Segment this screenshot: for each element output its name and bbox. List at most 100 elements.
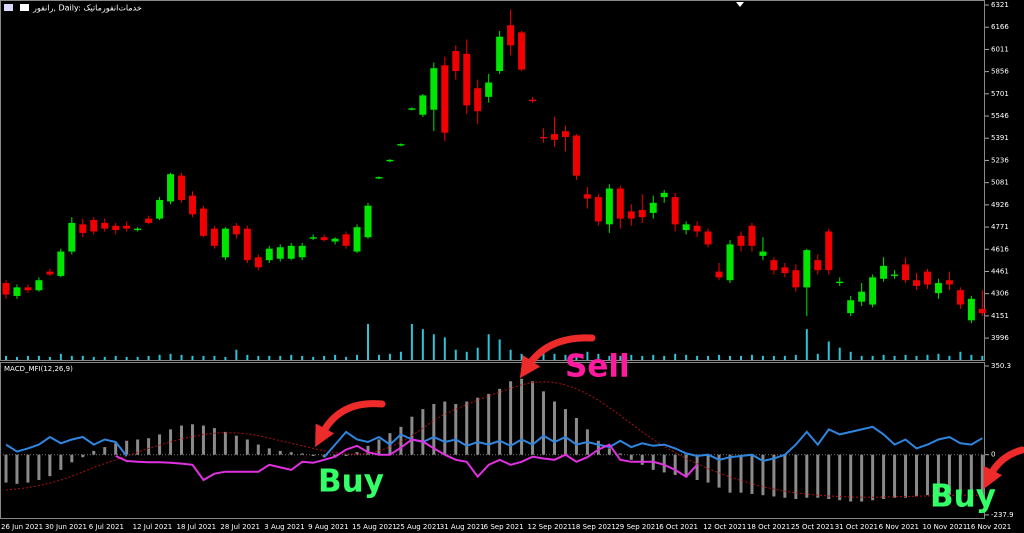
volume-bar (904, 354, 907, 360)
volume-bar (377, 354, 380, 360)
candle-body (353, 227, 361, 252)
y-tick-label: 5391 (991, 134, 1009, 142)
candle-body (726, 244, 734, 281)
y-tick-label: 5081 (991, 179, 1009, 187)
x-tick-label: 6 Jul 2021 (89, 523, 124, 531)
indicator-line (5, 425, 983, 463)
candle-body (485, 82, 493, 97)
histogram-bar (223, 431, 227, 455)
volume-bar (367, 324, 370, 360)
annotation: Sell (565, 349, 630, 385)
histogram-bar (59, 454, 63, 470)
candle-body (540, 136, 548, 139)
volume-bar (59, 353, 62, 360)
histogram-bar (454, 404, 458, 455)
candle-body (178, 175, 186, 200)
volume-bar (5, 355, 7, 360)
histogram-bar (783, 454, 787, 498)
volume-bar (268, 355, 271, 360)
histogram-bar (882, 454, 886, 500)
volume-bar (301, 355, 304, 360)
volume-bar (641, 355, 644, 360)
candle-body (35, 280, 43, 291)
histogram-bar (103, 447, 107, 455)
histogram-bar (432, 404, 436, 455)
volume-bar (70, 355, 73, 360)
histogram-bar (300, 453, 304, 455)
candle-body (232, 225, 240, 235)
candle-body (68, 222, 76, 252)
y-tick-label: 6166 (991, 23, 1009, 31)
histogram-bar (542, 391, 546, 455)
histogram-bar (399, 426, 403, 455)
arrow (519, 334, 596, 379)
x-tick-label: 18 Oct 2021 (747, 523, 790, 531)
candle-body (880, 265, 888, 279)
candle-body (221, 228, 229, 258)
histogram-bar (487, 393, 491, 455)
candle-body (891, 274, 899, 276)
candle-body (79, 224, 87, 233)
candle-body (770, 260, 778, 271)
volume-bar (718, 354, 721, 360)
volume-bar (345, 356, 348, 360)
volume-bar (597, 353, 600, 360)
volume-bar (290, 354, 293, 360)
volume-bar (48, 356, 51, 360)
histogram-bar (81, 454, 85, 458)
candle-body (814, 260, 822, 271)
histogram-bar (180, 425, 184, 455)
candle-body (693, 225, 701, 232)
candle-body (199, 208, 207, 236)
candle-body (210, 228, 218, 246)
y-tick-label: 4151 (991, 312, 1009, 320)
histogram-bar (596, 440, 600, 455)
volume-bar (410, 324, 413, 360)
histogram-bar (92, 450, 96, 455)
x-tick-label: 12 Jul 2021 (133, 523, 173, 531)
y-tick-label: 0 (991, 451, 995, 459)
candle-body (627, 211, 635, 219)
candle-body (847, 300, 855, 314)
histogram-bar (498, 388, 502, 455)
histogram-bar (344, 454, 348, 456)
volume-bar (959, 351, 962, 360)
x-tick-label: 15 Aug 2021 (352, 523, 397, 531)
volume-bar (498, 339, 501, 360)
histogram-bar (717, 454, 721, 488)
candle-body (145, 218, 153, 223)
histogram-bar (553, 401, 556, 455)
y-tick-label: 4306 (991, 290, 1009, 298)
histogram-bar (629, 454, 633, 460)
histogram-bar (640, 454, 644, 465)
x-tick-label: 10 Nov 2021 (922, 523, 967, 531)
histogram-bar (70, 454, 74, 463)
y-tick-label: 4461 (991, 267, 1009, 275)
histogram-bar (443, 401, 447, 455)
volume-bar (838, 347, 841, 360)
histogram-bar (750, 454, 754, 494)
volume-bar (323, 355, 326, 360)
histogram-bar (947, 454, 951, 496)
histogram-bar (267, 448, 271, 455)
candle-body (529, 99, 537, 102)
histogram-bar (311, 454, 315, 456)
chart-title: رانفور, Daily: خدمات‌انفورماتیک (32, 4, 142, 13)
volume-bar (202, 355, 205, 360)
y-tick-label: -237.9 (991, 511, 1014, 519)
volume-bar (926, 354, 929, 360)
volume-bar (564, 354, 567, 360)
x-tick-label: 29 Sep 2021 (615, 523, 659, 531)
candle-body (419, 95, 427, 115)
histogram-bar (136, 439, 140, 455)
y-tick-label: 4616 (991, 245, 1009, 253)
histogram-bar (476, 397, 480, 455)
y-tick-label: 5236 (991, 156, 1009, 164)
x-tick-label: 18 Sep 2021 (571, 523, 615, 531)
volume-bar (915, 355, 918, 360)
volume-bar (26, 355, 29, 360)
volume-bar (257, 355, 260, 360)
histogram-bar (289, 452, 293, 455)
candle-body (123, 225, 131, 229)
candle-body (902, 264, 910, 281)
